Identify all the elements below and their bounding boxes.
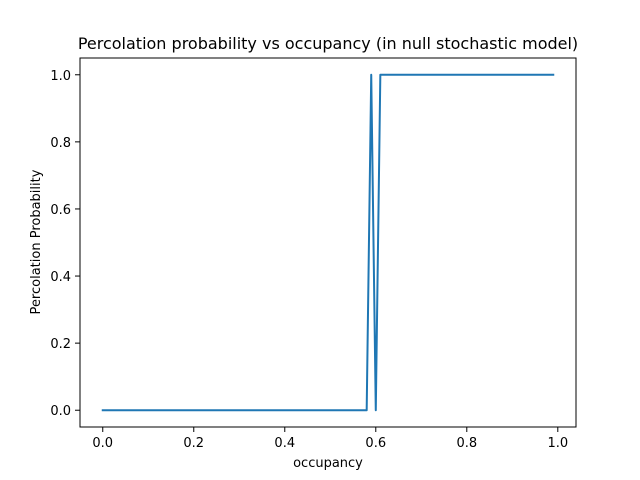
- x-tick-label: 0.8: [456, 436, 477, 451]
- y-tick-label: 0.4: [50, 270, 71, 285]
- chart-title: Percolation probability vs occupancy (in…: [78, 34, 578, 53]
- x-tick-label: 0.6: [365, 436, 386, 451]
- x-tick-label: 0.0: [92, 436, 113, 451]
- y-tick-label: 0.6: [50, 203, 71, 218]
- y-axis-label: Percolation Probability: [29, 169, 44, 314]
- x-tick-label: 0.2: [183, 436, 204, 451]
- x-tick-label: 0.4: [274, 436, 295, 451]
- y-tick-label: 0.2: [50, 337, 71, 352]
- series-line-0: [101, 73, 555, 412]
- y-tick-label: 1.0: [50, 69, 71, 84]
- x-axis-label: occupancy: [293, 456, 363, 471]
- y-tick-label: 0.0: [50, 404, 71, 419]
- plot-area: 0.0 0.2 0.4 0.6 0.8 1.0 0.0 0.2 0.4 0.6 0.8 1.0: [50, 57, 577, 451]
- x-tick-label: 1.0: [547, 436, 568, 451]
- axes-frame: [79, 57, 577, 428]
- y-tick-label: 0.8: [50, 136, 71, 151]
